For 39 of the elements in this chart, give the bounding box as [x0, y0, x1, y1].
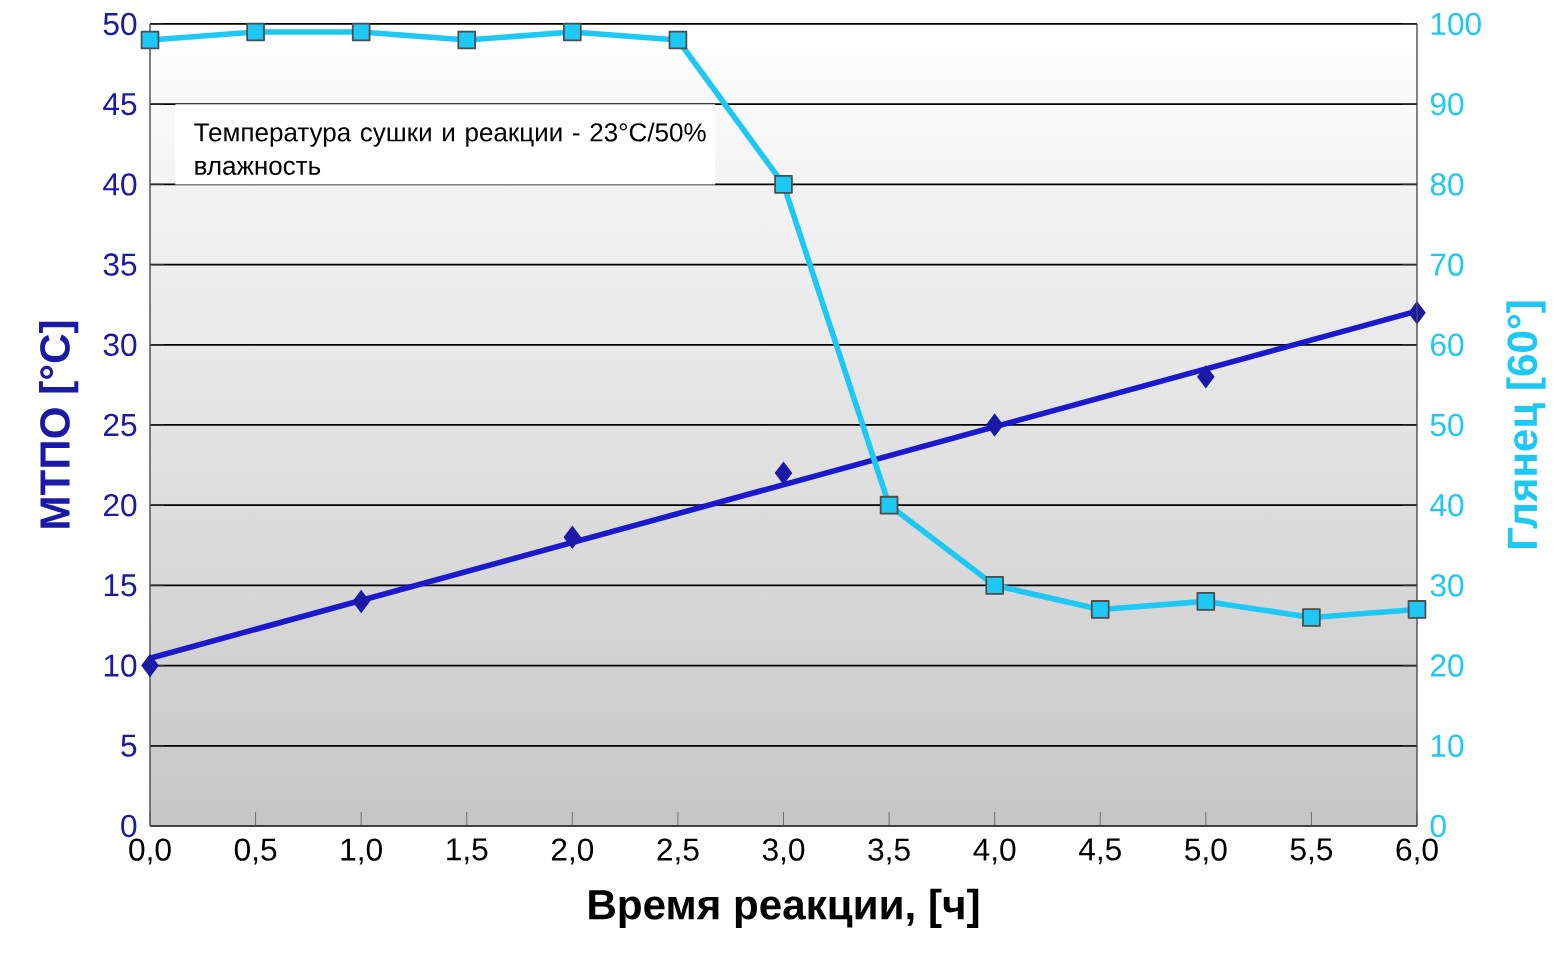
y-tick-label: 50 — [103, 12, 137, 36]
y-tick-label: 25 — [104, 413, 137, 437]
y2-tick-label: 90 — [1430, 92, 1464, 116]
y-tick-label: 35 — [103, 253, 137, 276]
x-tick-label: 0,0 — [129, 838, 171, 865]
x-tick-label: 0,5 — [234, 838, 277, 865]
y2-tick-label: 10 — [1431, 734, 1464, 757]
x-tick-label: 4,5 — [1078, 838, 1121, 865]
y2-tick-label: 80 — [1430, 173, 1464, 196]
x-tick-label: 4,0 — [973, 838, 1016, 865]
x-tick-label: 3,5 — [868, 838, 910, 865]
y-tick-label: 0 — [121, 814, 137, 838]
y2-tick-label: 100 — [1431, 12, 1481, 36]
annotation: Температура сушки и реакции - 23°C/50% влажность — [194, 122, 706, 175]
x-tick-label: 3,0 — [762, 838, 805, 865]
y2-tick-label: 60 — [1431, 333, 1464, 356]
y2-tick-label: 70 — [1431, 253, 1464, 276]
y-tick-label: 45 — [103, 93, 137, 116]
y2-tick-label: 40 — [1430, 493, 1464, 517]
y-tick-label: 15 — [104, 574, 137, 597]
y-tick-label: 20 — [104, 493, 137, 517]
y2-axis-title: Глянец [60°] — [1506, 301, 1546, 548]
x-tick-label: 5,5 — [1290, 838, 1333, 865]
y2-tick-label: 0 — [1430, 814, 1446, 838]
y2-tick-label: 50 — [1430, 413, 1464, 437]
y-axis-title: МТПО [°C] — [38, 321, 79, 528]
x-tick-label: 6,0 — [1396, 838, 1438, 865]
y2-tick-label: 20 — [1431, 654, 1464, 677]
x-tick-label: 5,0 — [1185, 838, 1227, 865]
y-tick-label: 5 — [121, 734, 137, 757]
y-tick-label: 30 — [103, 333, 137, 357]
y-tick-label: 40 — [103, 173, 137, 196]
x-tick-label: 2,5 — [657, 838, 699, 865]
x-tick-label: 2,0 — [551, 838, 594, 865]
x-tick-label: 1,0 — [341, 838, 382, 865]
x-axis-title: Время реакции, [ч] — [589, 888, 979, 928]
y-tick-label: 10 — [104, 654, 137, 677]
y2-tick-label: 30 — [1430, 574, 1464, 597]
x-tick-label: 1,5 — [447, 838, 488, 865]
